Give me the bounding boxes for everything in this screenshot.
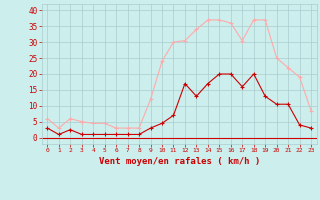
X-axis label: Vent moyen/en rafales ( km/h ): Vent moyen/en rafales ( km/h ) [99,157,260,166]
